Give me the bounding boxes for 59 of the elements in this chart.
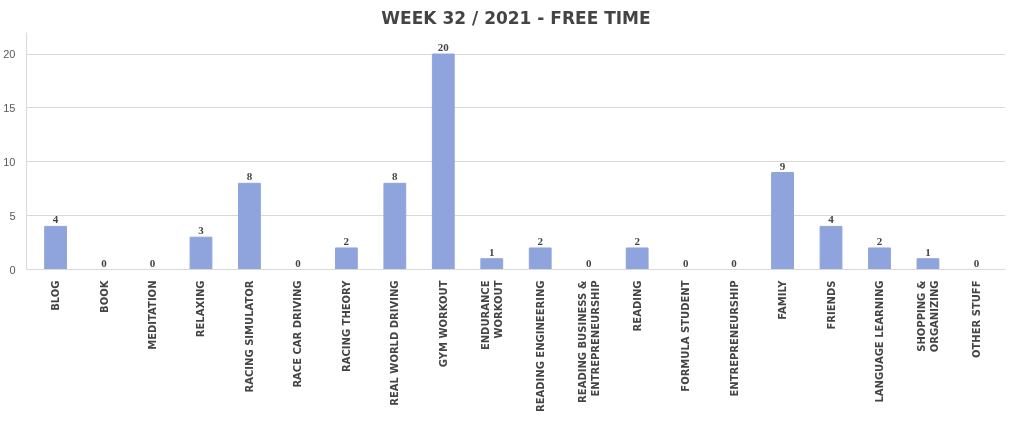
bar (431, 53, 455, 270)
data-label: 0 (585, 256, 592, 269)
x-tick-label: READING ENGINEERING (534, 280, 546, 413)
bar (868, 247, 891, 270)
y-tick-label: 10 (3, 155, 16, 168)
bar (189, 236, 213, 270)
x-tick-label: REAL WORLD DRIVING (389, 280, 401, 406)
data-label: 4 (828, 213, 835, 226)
data-label: 20 (437, 41, 450, 54)
data-label: 3 (198, 224, 205, 237)
data-label: 1 (925, 245, 931, 258)
x-tick-label: LANGUAGE LEARNING (873, 280, 885, 403)
bar (383, 182, 407, 270)
data-label: 2 (876, 234, 883, 247)
x-tick-label: READING (631, 280, 643, 332)
data-label: 4 (52, 213, 59, 226)
x-tick-label: GYM WORKOUT (437, 280, 449, 368)
x-tick-label: RACING THEORY (340, 279, 352, 372)
bar (771, 172, 794, 270)
x-tick-label: ENTREPRENEURSHIP (728, 280, 740, 397)
data-label: 0 (973, 256, 980, 269)
y-tick-label: 0 (9, 263, 16, 276)
data-label: 0 (101, 256, 108, 269)
data-label: 2 (634, 234, 641, 247)
y-tick-label: 15 (3, 101, 16, 114)
data-label: 2 (537, 234, 544, 247)
chart-title: WEEK 32 / 2021 - FREE TIME (381, 7, 651, 28)
x-tick-label: FRIENDS (825, 280, 837, 330)
x-tick-label: RACING SIMULATOR (243, 280, 255, 393)
bar (916, 258, 940, 270)
y-tick-label: 5 (9, 209, 16, 222)
data-label: 8 (246, 170, 253, 183)
data-label: 0 (682, 256, 689, 269)
x-tick-label: FAMILY (777, 279, 789, 320)
x-tick-label: FORMULA STUDENT (680, 280, 692, 392)
bar (44, 225, 67, 270)
x-tick-label: READING BUSINESS & ENTREPRENEURSHIP (576, 280, 601, 403)
data-label: 0 (295, 256, 302, 269)
y-tick-label: 20 (3, 48, 16, 61)
x-tick-label: MEDITATION (147, 280, 159, 350)
x-tick-label: BLOG (50, 280, 62, 311)
data-label: 9 (779, 159, 786, 172)
bar (480, 258, 504, 270)
x-tick-label: BOOK (98, 279, 110, 313)
x-tick-label: RELAXING (195, 280, 207, 338)
bar (625, 247, 649, 270)
bar (238, 182, 261, 270)
data-label: 2 (343, 234, 350, 247)
data-label: 0 (149, 256, 156, 269)
data-label: 8 (392, 170, 399, 183)
bar (528, 247, 552, 270)
bar (334, 247, 358, 270)
bar (819, 225, 843, 270)
x-tick-label: RACE CAR DRIVING (292, 280, 304, 388)
data-label: 1 (489, 245, 495, 258)
data-label: 0 (731, 256, 738, 269)
x-tick-label: ENDURANCE WORKOUT (479, 280, 504, 351)
x-tick-label: SHOPPING & ORGANIZING (915, 280, 941, 353)
x-tick-label: OTHER STUFF (970, 280, 982, 359)
